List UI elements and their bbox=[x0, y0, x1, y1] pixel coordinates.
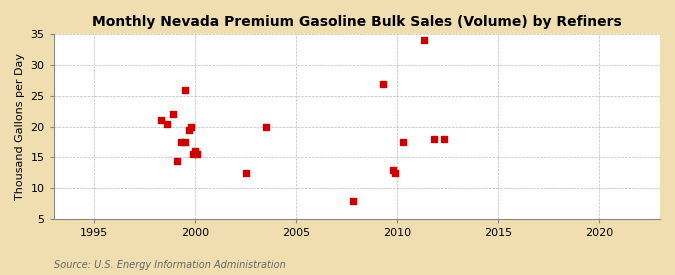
Point bbox=[184, 128, 194, 132]
Point bbox=[180, 87, 190, 92]
Point bbox=[390, 170, 401, 175]
Point bbox=[161, 121, 172, 126]
Text: Source: U.S. Energy Information Administration: Source: U.S. Energy Information Administ… bbox=[54, 260, 286, 270]
Y-axis label: Thousand Gallons per Day: Thousand Gallons per Day bbox=[15, 53, 25, 200]
Point bbox=[186, 125, 196, 129]
Point bbox=[176, 140, 186, 144]
Point bbox=[261, 125, 271, 129]
Point bbox=[171, 158, 182, 163]
Point bbox=[378, 81, 389, 86]
Point bbox=[348, 198, 358, 203]
Point bbox=[167, 112, 178, 117]
Point bbox=[155, 118, 166, 123]
Point bbox=[398, 140, 409, 144]
Point bbox=[190, 149, 200, 153]
Point bbox=[428, 137, 439, 141]
Point bbox=[188, 152, 198, 156]
Point bbox=[438, 137, 449, 141]
Title: Monthly Nevada Premium Gasoline Bulk Sales (Volume) by Refiners: Monthly Nevada Premium Gasoline Bulk Sal… bbox=[92, 15, 622, 29]
Point bbox=[180, 140, 190, 144]
Point bbox=[192, 152, 202, 156]
Point bbox=[418, 38, 429, 43]
Point bbox=[240, 170, 251, 175]
Point bbox=[388, 167, 399, 172]
